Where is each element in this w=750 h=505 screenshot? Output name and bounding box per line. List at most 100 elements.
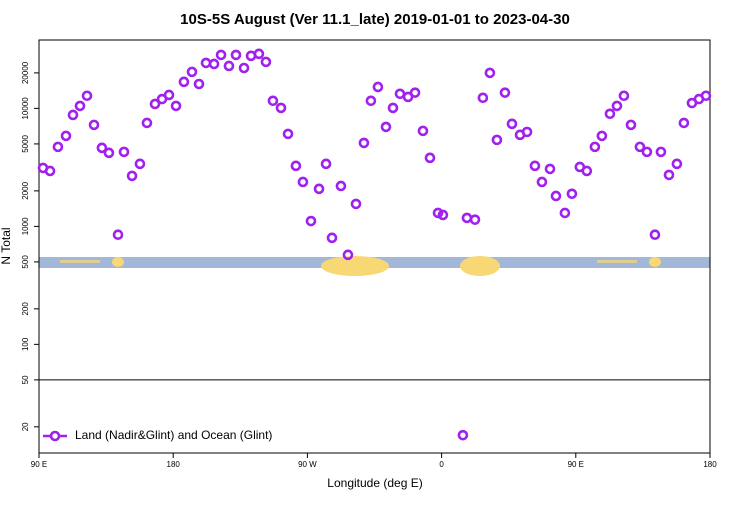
y-tick-label: 50 xyxy=(21,375,30,384)
data-point xyxy=(424,152,436,164)
map-strip xyxy=(39,256,710,276)
data-point xyxy=(678,117,690,129)
data-point xyxy=(88,119,100,131)
data-point xyxy=(112,229,124,241)
data-point xyxy=(200,57,212,69)
y-tick-label: 2000 xyxy=(21,181,30,199)
x-tick-label: 90 E xyxy=(31,460,47,469)
data-point xyxy=(44,165,56,177)
y-tick-label: 500 xyxy=(21,255,30,269)
data-point xyxy=(625,119,637,131)
data-point xyxy=(484,67,496,79)
data-point xyxy=(604,108,616,120)
data-point xyxy=(559,207,571,219)
data-point xyxy=(461,212,473,224)
data-point xyxy=(432,207,444,219)
data-point xyxy=(134,158,146,170)
data-point xyxy=(260,56,272,68)
data-point xyxy=(74,100,86,112)
data-point xyxy=(275,102,287,114)
x-tick-label: 0 xyxy=(439,460,444,469)
data-point xyxy=(506,118,518,130)
data-point xyxy=(372,81,384,93)
legend-marker xyxy=(49,430,61,442)
x-tick-label: 90 E xyxy=(568,460,584,469)
data-point xyxy=(521,126,533,138)
y-tick-label: 1000 xyxy=(21,217,30,235)
x-tick-label: 90 W xyxy=(298,460,317,469)
y-tick-label: 200 xyxy=(21,302,30,316)
data-point xyxy=(230,49,242,61)
data-point xyxy=(52,141,64,153)
data-point xyxy=(67,109,79,121)
data-point xyxy=(326,232,338,244)
data-point xyxy=(566,188,578,200)
data-point xyxy=(550,190,562,202)
data-point xyxy=(350,198,362,210)
data-point xyxy=(618,90,630,102)
data-point xyxy=(193,78,205,90)
data-point xyxy=(141,117,153,129)
data-point xyxy=(290,160,302,172)
data-point xyxy=(544,163,556,175)
data-point xyxy=(305,215,317,227)
data-point xyxy=(342,249,354,261)
data-point xyxy=(365,95,377,107)
data-point xyxy=(437,209,449,221)
data-point xyxy=(477,92,489,104)
data-point xyxy=(320,158,332,170)
data-point xyxy=(596,130,608,142)
data-point xyxy=(417,125,429,137)
data-point xyxy=(387,102,399,114)
y-axis-label: N Total xyxy=(0,227,13,264)
legend-label: Land (Nadir&Glint) and Ocean (Glint) xyxy=(75,428,272,442)
y-tick-label: 100 xyxy=(21,337,30,351)
data-point xyxy=(358,137,370,149)
x-tick-label: 180 xyxy=(703,460,717,469)
data-point xyxy=(297,176,309,188)
data-point xyxy=(671,158,683,170)
data-point xyxy=(149,98,161,110)
data-point xyxy=(611,100,623,112)
data-point xyxy=(641,146,653,158)
x-tick-label: 180 xyxy=(167,460,181,469)
data-point xyxy=(60,130,72,142)
data-point xyxy=(655,146,667,158)
data-point xyxy=(380,121,392,133)
chart-title: 10S-5S August (Ver 11.1_late) 2019-01-01… xyxy=(180,11,570,28)
data-point xyxy=(267,95,279,107)
data-point xyxy=(313,183,325,195)
data-point xyxy=(469,214,481,225)
data-point xyxy=(409,87,421,98)
data-point xyxy=(126,170,138,182)
data-point xyxy=(223,60,235,72)
data-point xyxy=(499,87,511,98)
data-point xyxy=(118,146,130,158)
y-tick-label: 20000 xyxy=(21,61,30,84)
y-tick-label: 20 xyxy=(21,422,30,431)
data-point xyxy=(282,128,294,140)
data-point xyxy=(536,176,548,188)
data-point xyxy=(178,76,190,88)
y-tick-label: 10000 xyxy=(21,97,30,120)
data-point xyxy=(663,169,675,181)
data-point xyxy=(103,147,115,159)
data-point xyxy=(491,134,503,146)
data-point xyxy=(529,160,541,172)
data-point xyxy=(457,429,469,441)
data-point xyxy=(170,100,182,112)
data-point xyxy=(96,142,108,154)
data-point xyxy=(215,49,227,61)
data-point xyxy=(589,141,601,153)
y-tick-label: 5000 xyxy=(21,134,30,152)
data-point xyxy=(186,66,198,78)
data-point xyxy=(634,141,646,153)
data-point xyxy=(335,180,347,192)
data-point xyxy=(208,58,220,70)
x-axis-label: Longitude (deg E) xyxy=(327,476,422,490)
data-point xyxy=(700,90,712,102)
data-point xyxy=(163,89,175,101)
data-point xyxy=(81,90,93,102)
data-point xyxy=(238,62,250,74)
